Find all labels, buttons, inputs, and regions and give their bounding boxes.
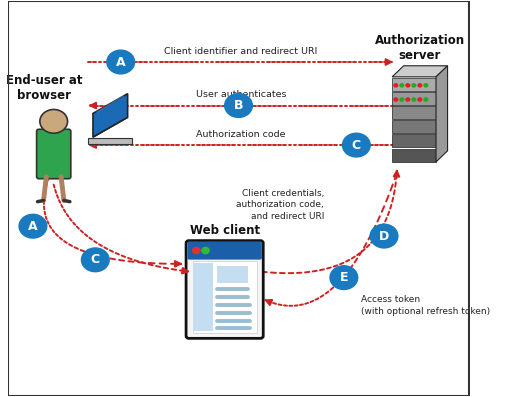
Text: End-user at
browser: End-user at browser	[6, 73, 83, 102]
FancyBboxPatch shape	[186, 241, 263, 338]
FancyBboxPatch shape	[392, 106, 436, 119]
Circle shape	[424, 84, 428, 87]
Circle shape	[394, 98, 397, 101]
Circle shape	[107, 50, 134, 74]
FancyBboxPatch shape	[392, 148, 436, 162]
Text: Authorization
server: Authorization server	[375, 34, 465, 62]
Text: A: A	[28, 220, 38, 233]
Circle shape	[412, 84, 416, 87]
Text: E: E	[340, 271, 348, 284]
Circle shape	[412, 98, 416, 101]
Polygon shape	[97, 96, 124, 112]
Circle shape	[40, 110, 67, 133]
Polygon shape	[436, 66, 448, 162]
Circle shape	[418, 84, 422, 87]
Circle shape	[370, 224, 398, 248]
FancyBboxPatch shape	[193, 261, 257, 333]
Circle shape	[82, 248, 109, 272]
Polygon shape	[392, 66, 448, 77]
Polygon shape	[88, 139, 132, 144]
Circle shape	[394, 84, 397, 87]
Text: Client credentials,
authorization code,
and redirect URI: Client credentials, authorization code, …	[236, 189, 324, 221]
Text: D: D	[379, 229, 389, 243]
Polygon shape	[93, 118, 128, 137]
Circle shape	[19, 214, 47, 238]
Text: Authorization code: Authorization code	[196, 130, 285, 139]
Circle shape	[225, 94, 252, 118]
Circle shape	[193, 247, 200, 254]
Text: Web client: Web client	[190, 224, 260, 237]
Circle shape	[330, 266, 358, 289]
Circle shape	[400, 84, 404, 87]
Circle shape	[424, 98, 428, 101]
Circle shape	[400, 98, 404, 101]
FancyBboxPatch shape	[37, 129, 71, 179]
Text: C: C	[352, 139, 361, 152]
FancyBboxPatch shape	[392, 78, 436, 91]
Text: Client identifier and redirect URI: Client identifier and redirect URI	[164, 47, 317, 56]
FancyBboxPatch shape	[194, 263, 213, 331]
Text: B: B	[234, 99, 243, 112]
Circle shape	[418, 98, 422, 101]
Text: Access token
(with optional refresh token): Access token (with optional refresh toke…	[361, 295, 490, 316]
Circle shape	[202, 247, 209, 254]
Polygon shape	[93, 94, 128, 137]
Text: User authenticates: User authenticates	[196, 90, 286, 99]
FancyBboxPatch shape	[392, 92, 436, 105]
FancyBboxPatch shape	[392, 134, 436, 147]
Text: C: C	[91, 253, 100, 266]
FancyBboxPatch shape	[188, 241, 262, 260]
FancyBboxPatch shape	[189, 243, 261, 258]
Circle shape	[406, 84, 410, 87]
FancyBboxPatch shape	[392, 120, 436, 133]
Text: A: A	[116, 56, 126, 69]
FancyBboxPatch shape	[216, 266, 248, 283]
Circle shape	[342, 133, 370, 157]
Circle shape	[406, 98, 410, 101]
